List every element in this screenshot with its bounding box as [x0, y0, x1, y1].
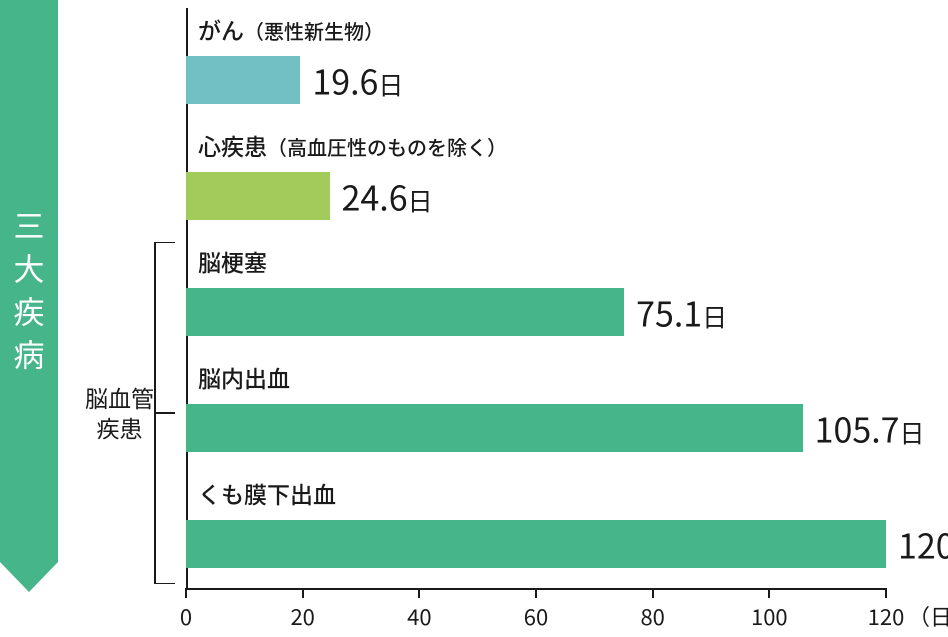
axis-tick [302, 588, 304, 598]
x-axis: 020406080100120（日） [186, 588, 886, 630]
bar [186, 520, 886, 568]
bar-label: 脳内出血 [198, 356, 936, 394]
bar-label: がん（悪性新生物） [198, 8, 936, 46]
bracket-line [153, 242, 175, 584]
axis-tick-label: 40 [407, 600, 431, 632]
bar-value: 120日 [898, 520, 948, 569]
bracket-group: 脳血管 疾患 [85, 242, 181, 584]
axis-unit-label: （日） [908, 600, 948, 632]
axis-tick [535, 588, 537, 598]
axis-tick-label: 20 [290, 600, 314, 632]
bar-value: 24.6日 [342, 172, 433, 221]
bar-track: 105.7日 [186, 404, 936, 452]
bar-label: 脳梗塞 [198, 240, 936, 278]
chart-row: 心疾患（高血圧性のものを除く） 24.6日 [186, 124, 936, 232]
bar-track: 75.1日 [186, 288, 936, 336]
bar [186, 56, 300, 104]
axis-tick [768, 588, 770, 598]
bar [186, 288, 624, 336]
chart-row: くも膜下出血 120日 [186, 472, 936, 580]
axis-tick-label: 100 [751, 600, 788, 632]
bracket-label: 脳血管 疾患 [85, 383, 154, 443]
chart-area: がん（悪性新生物） 19.6日心疾患（高血圧性のものを除く） 24.6日脳梗塞 75.… [186, 8, 936, 628]
banner-text: 三大疾病 [7, 210, 52, 382]
chart-row: 脳梗塞 75.1日 [186, 240, 936, 348]
bar-track: 19.6日 [186, 56, 936, 104]
bar-value: 19.6日 [312, 56, 403, 105]
bar-label-paren: （悪性新生物） [244, 16, 384, 45]
axis-tick [885, 588, 887, 598]
chart-row: がん（悪性新生物） 19.6日 [186, 8, 936, 116]
bar-value: 75.1日 [636, 288, 727, 337]
bracket-label-line1: 脳血管 [85, 380, 154, 414]
bracket-label-line2: 疾患 [97, 410, 143, 444]
axis-tick-label: 0 [180, 600, 192, 632]
bar-track: 120日 [186, 520, 936, 568]
axis-tick-label: 60 [524, 600, 548, 632]
chart-row: 脳内出血 105.7日 [186, 356, 936, 464]
axis-tick-label: 120 [868, 600, 905, 632]
bar-value: 105.7日 [815, 404, 925, 453]
axis-tick-label: 80 [640, 600, 664, 632]
bar-label: 心疾患（高血圧性のものを除く） [198, 124, 936, 162]
bar [186, 172, 330, 220]
axis-tick [652, 588, 654, 598]
bar [186, 404, 803, 452]
bar-label-paren: （高血圧性のものを除く） [267, 132, 507, 161]
bar-track: 24.6日 [186, 172, 936, 220]
axis-tick [418, 588, 420, 598]
axis-tick [185, 588, 187, 598]
category-banner: 三大疾病 [0, 0, 58, 592]
bar-label: くも膜下出血 [198, 472, 936, 510]
